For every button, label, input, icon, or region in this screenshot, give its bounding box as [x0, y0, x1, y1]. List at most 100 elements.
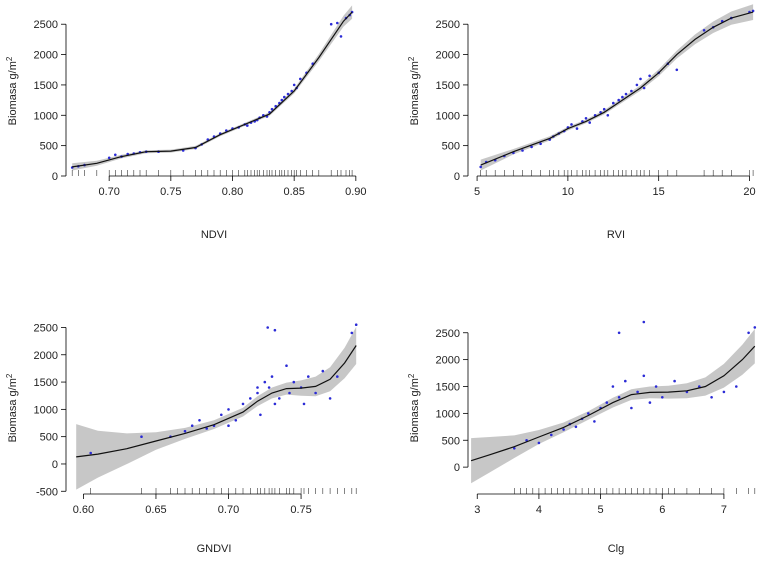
y-tick-label: 0	[454, 171, 460, 183]
data-point	[292, 83, 296, 87]
data-point	[274, 104, 278, 108]
data-point	[675, 68, 679, 72]
y-axis-title: Biomasa g/m2	[407, 373, 421, 442]
data-point	[642, 374, 646, 378]
data-point	[283, 95, 286, 99]
confidence-band	[480, 4, 754, 171]
fit-line	[470, 345, 756, 462]
data-point	[642, 86, 646, 90]
data-point	[307, 375, 310, 378]
data-point	[630, 406, 633, 410]
data-point	[550, 433, 553, 437]
data-point	[648, 74, 651, 78]
y-axis-title: Biomasa g/m2	[5, 56, 19, 125]
data-point	[710, 396, 713, 399]
data-point	[588, 121, 591, 124]
x-axis-title: Clg	[608, 543, 625, 555]
data-point	[198, 419, 201, 422]
x-tick-label: 7	[721, 504, 727, 516]
y-tick-label: 2000	[34, 50, 58, 62]
data-point	[562, 428, 565, 431]
x-axis-title: GNDVI	[197, 543, 232, 555]
x-tick-label: 15	[653, 186, 665, 198]
y-tick-label: 1500	[34, 377, 58, 389]
data-point	[336, 21, 339, 25]
data-point	[747, 331, 750, 335]
y-tick-label: 1500	[436, 382, 460, 394]
data-point	[270, 375, 274, 378]
data-point	[270, 107, 274, 111]
data-point	[587, 412, 590, 415]
data-point	[249, 397, 252, 400]
panel-ndvi: 0 500 1000 1500 2000 2500 0.70 0.75 0.80 0.85 0.90…	[5, 5, 367, 241]
y-tick-label: 0	[52, 171, 58, 183]
y-axis-title: Biomasa g/m2	[5, 373, 19, 442]
data-point	[246, 124, 249, 127]
data-point	[205, 427, 208, 430]
data-point	[602, 107, 606, 111]
data-point	[593, 420, 596, 423]
data-point	[314, 391, 317, 395]
data-point	[570, 123, 573, 126]
data-point	[339, 35, 343, 38]
data-point	[479, 165, 483, 169]
y-tick-label: 2500	[436, 328, 460, 340]
data-point	[107, 156, 111, 160]
data-point	[336, 375, 339, 378]
y-tick-label: 2000	[436, 355, 460, 367]
data-point	[635, 83, 639, 87]
y-axis-title-superscript: 2	[5, 56, 14, 61]
data-point	[354, 323, 358, 327]
x-axis-title: NDVI	[201, 229, 227, 241]
data-point	[584, 117, 588, 120]
y-tick-label: 1000	[34, 110, 58, 122]
data-point	[183, 429, 187, 433]
data-point	[114, 153, 117, 157]
data-point	[751, 9, 755, 13]
y-tick-label: 0	[52, 459, 58, 471]
panel-clg: 0 500 1000 1500 2000 2500 3 4 5 6 7 Clg Biomasa g/m2	[407, 320, 757, 555]
y-axis-title-text: Biomasa g/m	[409, 61, 421, 125]
data-point	[642, 320, 646, 324]
data-point	[574, 425, 578, 429]
data-point	[321, 369, 325, 373]
x-tick-label: 0.65	[145, 504, 166, 516]
data-point	[617, 331, 621, 335]
x-axis-title: RVI	[607, 229, 625, 241]
x-tick-label: 10	[562, 186, 574, 198]
x-tick-label: 6	[659, 504, 665, 516]
data-point	[227, 424, 230, 428]
x-tick-label: 4	[536, 504, 542, 516]
data-point	[639, 77, 642, 81]
data-point	[661, 396, 664, 399]
data-point	[286, 92, 290, 96]
x-tick-label: 0.80	[222, 186, 243, 198]
data-point	[611, 385, 615, 388]
y-tick-label: 2000	[34, 350, 58, 362]
data-point	[530, 145, 533, 149]
data-point	[521, 149, 524, 152]
data-point	[302, 402, 306, 406]
y-tick-label: 0	[454, 462, 460, 474]
data-point	[259, 413, 262, 417]
x-tick-label: 5	[474, 186, 480, 198]
data-point	[227, 408, 230, 411]
y-axis-title-text: Biomasa g/m	[7, 61, 19, 125]
x-tick-label: 0.75	[290, 504, 311, 516]
y-axis-title-superscript: 2	[5, 373, 14, 378]
fit-line	[480, 11, 754, 166]
data-point	[290, 89, 294, 93]
data-point	[624, 379, 627, 383]
y-tick-label: 500	[40, 432, 58, 444]
data-point	[256, 391, 259, 395]
y-tick-label: 1000	[436, 110, 460, 122]
y-tick-label: -500	[36, 486, 58, 498]
data-point	[273, 402, 277, 406]
data-point	[234, 419, 238, 422]
y-axis-title-text: Biomasa g/m	[409, 378, 421, 442]
data-point	[605, 401, 609, 404]
y-tick-label: 2000	[436, 50, 460, 62]
data-point	[256, 386, 259, 389]
data-point	[263, 380, 267, 384]
panel-gndvi: -500 0 500 1000 1500 2000 2500 0.60 0.65 0.70 0.75…	[5, 322, 358, 555]
